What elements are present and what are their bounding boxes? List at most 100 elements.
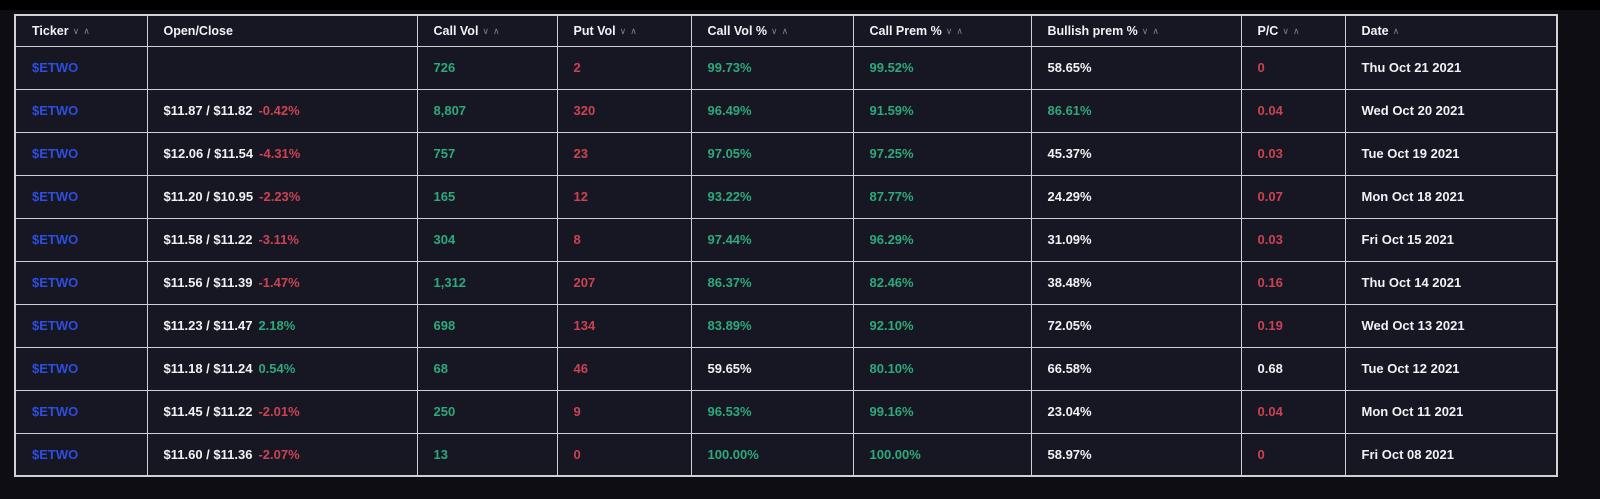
call-volume-value: 304 [416, 217, 558, 262]
column-label: Put Vol [573, 23, 616, 38]
column-label: Date [1361, 23, 1389, 38]
put-volume-value: 2 [556, 45, 692, 90]
sort-ascending-icon[interactable]: ∧ [493, 25, 500, 36]
column-label: Call Vol [433, 23, 479, 38]
ticker-cell: $ETWO [14, 217, 148, 262]
call-volume-percent-value: 97.05% [690, 131, 854, 176]
sort-descending-icon[interactable]: ∨ [1282, 25, 1289, 36]
column-header-put-vol[interactable]: Put Vol ∨ ∧ [556, 14, 692, 47]
column-label: Bullish prem % [1047, 23, 1138, 38]
open-close-cell: $12.06 / $11.54 -4.31% [146, 131, 418, 176]
column-header-date[interactable]: Date ∧ [1344, 14, 1558, 47]
call-volume-value: 13 [416, 432, 558, 477]
open-close-prices: $11.45 / $11.22 [163, 404, 253, 419]
call-volume-percent-value: 83.89% [690, 303, 854, 348]
date-value: Thu Oct 14 2021 [1344, 260, 1558, 305]
column-header-bullish-prem-pct[interactable]: Bullish prem % ∨ ∧ [1030, 14, 1242, 47]
put-call-ratio-value: 0.04 [1240, 88, 1346, 133]
date-value: Thu Oct 21 2021 [1344, 45, 1558, 90]
price-change-percent: 2.18% [258, 318, 296, 333]
table-row: $ETWO 726 2 99.73% 99.52% 58.65% 0 Thu Oct 21 2… [14, 45, 1558, 90]
sort-descending-icon[interactable]: ∨ [945, 25, 953, 36]
put-volume-value: 23 [556, 131, 692, 176]
call-volume-value: 8,807 [416, 88, 558, 133]
date-value: Wed Oct 20 2021 [1344, 88, 1558, 133]
ticker-link[interactable]: $ETWO [32, 189, 79, 204]
call-premium-percent-value: 100.00% [852, 432, 1032, 477]
sort-descending-icon[interactable]: ∨ [482, 25, 490, 36]
open-close-prices: $11.87 / $11.82 [163, 103, 253, 118]
put-volume-value: 207 [556, 260, 692, 305]
call-volume-value: 165 [416, 174, 558, 219]
put-volume-value: 46 [556, 346, 692, 391]
price-change-percent: -4.31% [259, 146, 301, 161]
ticker-link[interactable]: $ETWO [32, 103, 79, 118]
table-row: $ETWO $11.18 / $11.24 0.54% 68 46 59.65% 80.10… [14, 346, 1558, 391]
date-value: Mon Oct 11 2021 [1344, 389, 1558, 434]
call-volume-percent-value: 93.22% [690, 174, 854, 219]
ticker-link[interactable]: $ETWO [32, 446, 79, 462]
call-volume-value: 250 [416, 389, 558, 434]
open-close-cell: $11.45 / $11.22 -2.01% [146, 389, 418, 434]
date-value: Fri Oct 08 2021 [1344, 432, 1558, 477]
price-change-percent: -0.42% [258, 103, 300, 118]
ticker-cell: $ETWO [14, 389, 148, 434]
sort-ascending-icon[interactable]: ∧ [83, 25, 90, 36]
column-header-open-close[interactable]: Open/Close [146, 14, 418, 47]
put-volume-value: 12 [556, 174, 692, 219]
ticker-link[interactable]: $ETWO [32, 60, 79, 75]
ticker-link[interactable]: $ETWO [32, 232, 79, 247]
open-close-cell [146, 45, 418, 90]
bullish-premium-percent-value: 38.48% [1030, 260, 1242, 305]
ticker-link[interactable]: $ETWO [32, 361, 79, 376]
column-header-call-vol[interactable]: Call Vol ∨ ∧ [416, 14, 558, 47]
options-flow-table-container: Ticker ∨ ∧ Open/Close Call Vol ∨ ∧ Put Vol ∨ ∧ Cal… [14, 14, 1558, 477]
ticker-link[interactable]: $ETWO [32, 318, 79, 333]
date-value: Tue Oct 19 2021 [1344, 131, 1558, 176]
sort-ascending-icon[interactable]: ∧ [956, 25, 963, 36]
sort-ascending-icon[interactable]: ∧ [630, 25, 637, 36]
call-premium-percent-value: 91.59% [852, 88, 1032, 133]
call-volume-percent-value: 97.44% [690, 217, 854, 262]
open-close-cell: $11.20 / $10.95 -2.23% [146, 174, 418, 219]
call-volume-value: 698 [416, 303, 558, 348]
put-volume-value: 8 [556, 217, 692, 262]
put-call-ratio-value: 0.04 [1240, 389, 1346, 434]
column-header-pc[interactable]: P/C ∨ ∧ [1240, 14, 1346, 47]
column-header-ticker[interactable]: Ticker ∨ ∧ [14, 14, 148, 47]
ticker-link[interactable]: $ETWO [32, 146, 79, 161]
sort-descending-icon[interactable]: ∨ [72, 25, 80, 36]
ticker-cell: $ETWO [14, 346, 148, 391]
open-close-cell: $11.23 / $11.47 2.18% [146, 303, 418, 348]
ticker-cell: $ETWO [14, 131, 148, 176]
price-change-percent: 0.54% [258, 361, 296, 376]
column-header-call-prem-pct[interactable]: Call Prem % ∨ ∧ [852, 14, 1032, 47]
table-row: $ETWO $11.58 / $11.22 -3.11% 304 8 97.44% 96.2… [14, 217, 1558, 262]
table-row: $ETWO $11.23 / $11.47 2.18% 698 134 83.89% 92.… [14, 303, 1558, 348]
table-header-row: Ticker ∨ ∧ Open/Close Call Vol ∨ ∧ Put Vol ∨ ∧ Cal… [14, 14, 1558, 47]
call-premium-percent-value: 99.52% [852, 45, 1032, 90]
open-close-prices: $11.18 / $11.24 [163, 361, 253, 376]
sort-descending-icon[interactable]: ∨ [619, 25, 627, 36]
column-header-call-vol-pct[interactable]: Call Vol % ∨ ∧ [690, 14, 854, 47]
put-volume-value: 9 [556, 389, 692, 434]
top-bar [0, 0, 1600, 10]
call-volume-percent-value: 96.53% [690, 389, 854, 434]
ticker-link[interactable]: $ETWO [32, 275, 79, 290]
table-row: $ETWO $11.45 / $11.22 -2.01% 250 9 96.53% 99.1… [14, 389, 1558, 434]
put-volume-value: 0 [556, 432, 692, 477]
sort-ascending-icon[interactable]: ∧ [1392, 25, 1400, 36]
sort-ascending-icon[interactable]: ∧ [1292, 25, 1300, 36]
options-flow-table: Ticker ∨ ∧ Open/Close Call Vol ∨ ∧ Put Vol ∨ ∧ Cal… [14, 14, 1558, 477]
sort-descending-icon[interactable]: ∨ [771, 25, 778, 36]
sort-ascending-icon[interactable]: ∧ [1152, 25, 1159, 36]
ticker-link[interactable]: $ETWO [32, 404, 79, 419]
open-close-prices: $11.23 / $11.47 [163, 318, 253, 333]
call-premium-percent-value: 82.46% [852, 260, 1032, 305]
sort-ascending-icon[interactable]: ∧ [781, 25, 789, 36]
price-change-percent: -2.23% [259, 189, 301, 204]
call-premium-percent-value: 80.10% [852, 346, 1032, 391]
call-volume-percent-value: 100.00% [690, 432, 854, 477]
date-value: Fri Oct 15 2021 [1344, 217, 1558, 262]
sort-descending-icon[interactable]: ∨ [1141, 25, 1149, 36]
